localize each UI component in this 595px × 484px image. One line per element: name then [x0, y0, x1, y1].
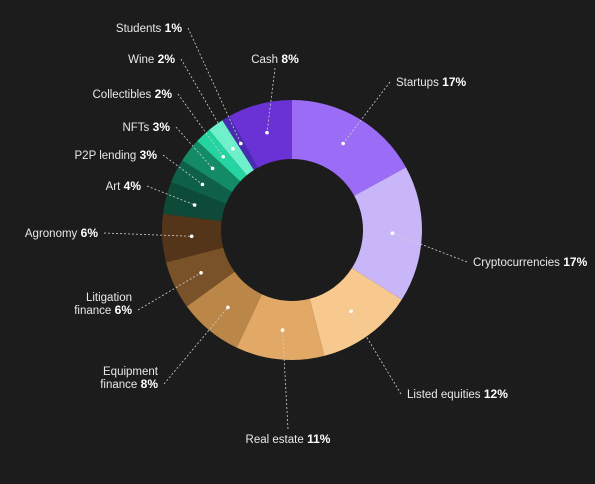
leader-line-litigation-finance [137, 272, 202, 311]
slice-marker-real-estate [280, 328, 285, 332]
label-students: Students 1% [116, 21, 182, 35]
value-p2p-lending: 3% [136, 148, 157, 162]
label-nfts: NFTs 3% [122, 120, 170, 134]
value-nfts: 3% [149, 120, 170, 134]
label-agronomy: Agronomy 6% [25, 226, 98, 240]
leader-line-collectibles [177, 93, 224, 157]
leader-line-real-estate [282, 330, 289, 430]
label-startups: Startups 17% [396, 75, 467, 89]
label-cryptocurrencies: Cryptocurrencies 17% [473, 255, 588, 269]
leader-line-listed-equities [350, 311, 402, 395]
slice-marker-startups [341, 141, 345, 146]
slice-art [163, 182, 226, 222]
leader-line-startups [342, 81, 391, 144]
value-startups: 17% [439, 75, 467, 89]
slice-marker-nfts [210, 166, 215, 171]
label-wine: Wine 2% [128, 52, 175, 66]
leader-line-nfts [175, 126, 213, 169]
slice-real-estate [236, 294, 325, 360]
slice-marker-equipment-finance [226, 305, 230, 310]
slice-marker-cash [265, 130, 269, 135]
leader-line-wine [180, 58, 234, 149]
slice-marker-collectibles [221, 154, 226, 159]
slice-litigation-finance [166, 247, 235, 307]
slice-marker-p2p-lending [200, 182, 205, 187]
slice-marker-wine [231, 146, 235, 151]
label-equipment-finance: Equipment finance 8% [100, 366, 159, 391]
slice-marker-students [239, 141, 243, 146]
value-equipment-finance: 8% [137, 377, 158, 391]
label-real-estate: Real estate 11% [246, 432, 331, 446]
slice-marker-litigation-finance [199, 270, 203, 275]
slice-marker-cryptocurrencies [390, 231, 395, 235]
value-real-estate: 11% [304, 432, 331, 446]
slice-listed-equities [309, 268, 402, 356]
leader-line-agronomy [103, 232, 192, 237]
label-collectibles: Collectibles 2% [93, 87, 173, 101]
label-p2p-lending: P2P lending 3% [75, 148, 158, 162]
value-agronomy: 6% [77, 226, 98, 240]
slice-startups [292, 100, 406, 196]
label-cash: Cash 8% [251, 52, 299, 66]
label-litigation-finance: Litigation finance 6% [74, 292, 132, 317]
slice-marker-listed-equities [349, 309, 353, 314]
value-wine: 2% [154, 52, 175, 66]
value-listed-equities: 12% [481, 387, 509, 401]
leader-line-students [187, 27, 242, 144]
value-collectibles: 2% [151, 87, 172, 101]
value-cryptocurrencies: 17% [560, 255, 588, 269]
slice-equipment-finance [186, 271, 262, 348]
slice-agronomy [161, 213, 224, 263]
slice-marker-art [192, 203, 197, 207]
leader-line-cryptocurrencies [392, 232, 468, 263]
slice-cryptocurrencies [351, 167, 422, 300]
value-litigation-finance: 6% [111, 303, 132, 317]
leader-line-art [146, 185, 195, 206]
leader-line-cash [266, 67, 276, 133]
slice-p2p-lending [171, 160, 233, 204]
slice-marker-agronomy [189, 234, 194, 239]
leader-line-p2p-lending [162, 154, 203, 185]
value-art: 4% [120, 179, 141, 193]
value-cash: 8% [278, 52, 299, 66]
value-students: 1% [161, 21, 182, 35]
slice-cash [229, 100, 292, 168]
label-listed-equities: Listed equities 12% [407, 387, 508, 401]
label-art: Art 4% [106, 179, 142, 193]
leader-line-equipment-finance [163, 307, 229, 385]
